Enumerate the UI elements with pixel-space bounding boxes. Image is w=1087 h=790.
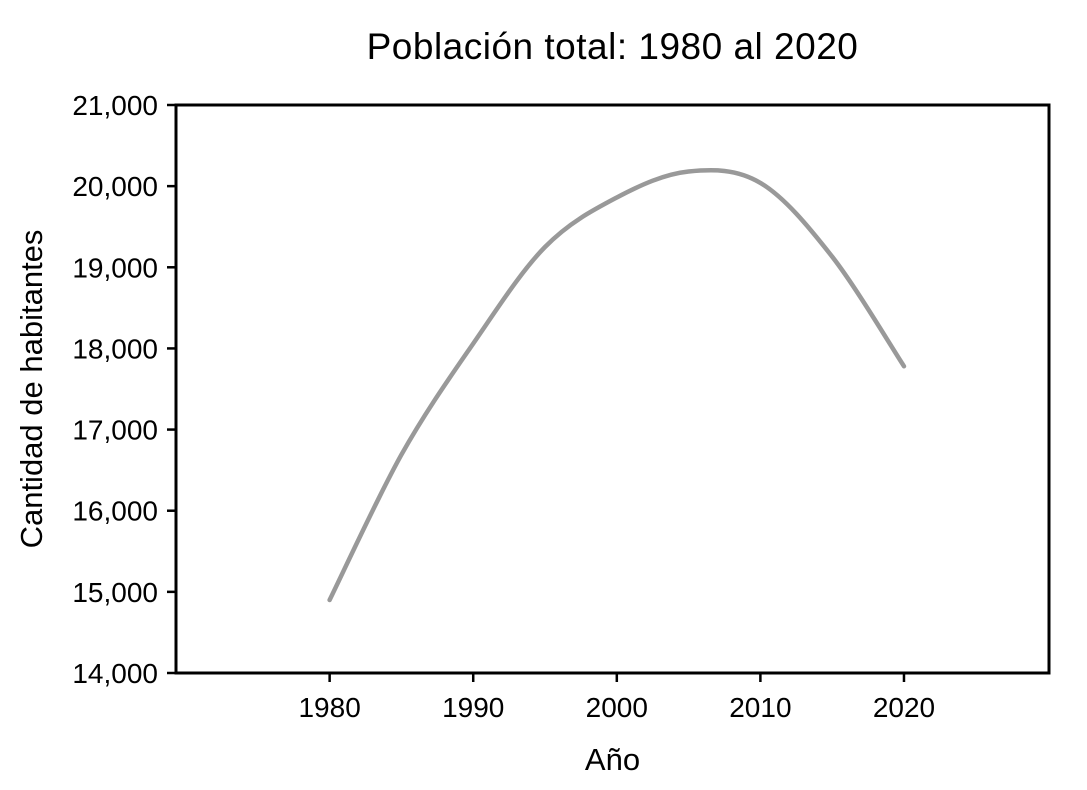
y-tick-label: 15,000 — [72, 577, 158, 608]
y-tick-label: 16,000 — [72, 496, 158, 527]
chart-title: Población total: 1980 al 2020 — [366, 26, 859, 67]
x-tick-label: 1980 — [298, 692, 360, 723]
y-tick-label: 19,000 — [72, 252, 158, 283]
x-tick-label: 2000 — [586, 692, 648, 723]
x-tick-label: 2010 — [729, 692, 791, 723]
y-tick-label: 17,000 — [72, 415, 158, 446]
axes-frame — [174, 103, 1051, 675]
x-tick-label: 2020 — [873, 692, 935, 723]
y-tick-label: 20,000 — [72, 171, 158, 202]
y-tick-label: 21,000 — [72, 90, 158, 121]
x-tick-label: 1990 — [442, 692, 504, 723]
y-tick-label: 14,000 — [72, 658, 158, 689]
x-axis-label: Año — [584, 742, 641, 777]
population-line-series — [327, 167, 907, 603]
y-tick-label: 18,000 — [72, 333, 158, 364]
